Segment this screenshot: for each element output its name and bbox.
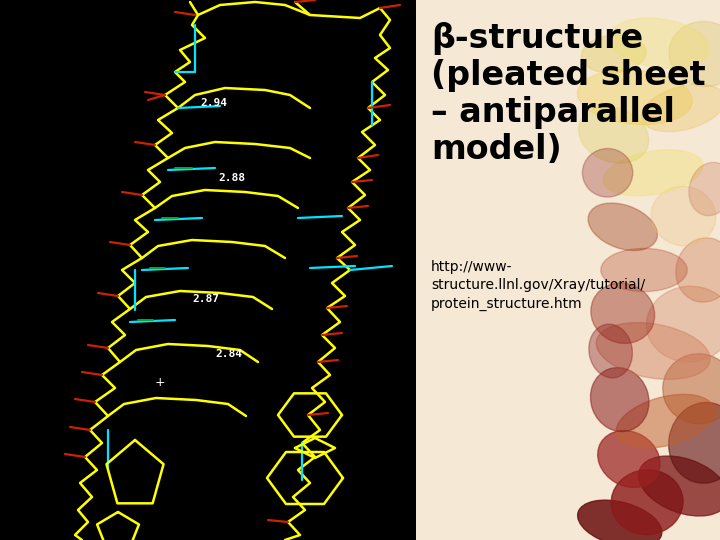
- Ellipse shape: [598, 430, 660, 488]
- Text: 2.88: 2.88: [218, 173, 245, 183]
- Ellipse shape: [582, 148, 633, 197]
- Ellipse shape: [616, 394, 714, 448]
- Text: 2.87: 2.87: [192, 294, 219, 304]
- Ellipse shape: [588, 203, 657, 251]
- Text: +: +: [155, 376, 166, 389]
- Ellipse shape: [579, 107, 649, 163]
- Ellipse shape: [642, 84, 720, 132]
- Bar: [416, 0, 720, 540]
- Ellipse shape: [647, 286, 720, 362]
- Ellipse shape: [591, 283, 654, 343]
- Ellipse shape: [689, 163, 720, 215]
- Text: 2.94: 2.94: [200, 98, 227, 108]
- Ellipse shape: [577, 500, 662, 540]
- Ellipse shape: [603, 150, 703, 196]
- Ellipse shape: [596, 322, 710, 380]
- Ellipse shape: [669, 22, 720, 86]
- Text: β-structure
(pleated sheet
– antiparallel
model): β-structure (pleated sheet – antiparalle…: [431, 22, 706, 166]
- Ellipse shape: [577, 70, 693, 125]
- Ellipse shape: [676, 238, 720, 302]
- Ellipse shape: [581, 35, 646, 73]
- Ellipse shape: [590, 368, 649, 431]
- Text: 2.84: 2.84: [215, 349, 242, 359]
- Ellipse shape: [651, 186, 716, 246]
- Ellipse shape: [600, 248, 687, 292]
- Ellipse shape: [609, 18, 709, 68]
- Ellipse shape: [639, 456, 720, 516]
- Ellipse shape: [669, 402, 720, 483]
- Ellipse shape: [589, 324, 632, 378]
- Bar: [0, 0, 416, 540]
- Ellipse shape: [611, 470, 683, 535]
- Ellipse shape: [662, 354, 720, 424]
- Text: http://www-
structure.llnl.gov/Xray/tutorial/
protein_structure.htm: http://www- structure.llnl.gov/Xray/tuto…: [431, 260, 645, 311]
